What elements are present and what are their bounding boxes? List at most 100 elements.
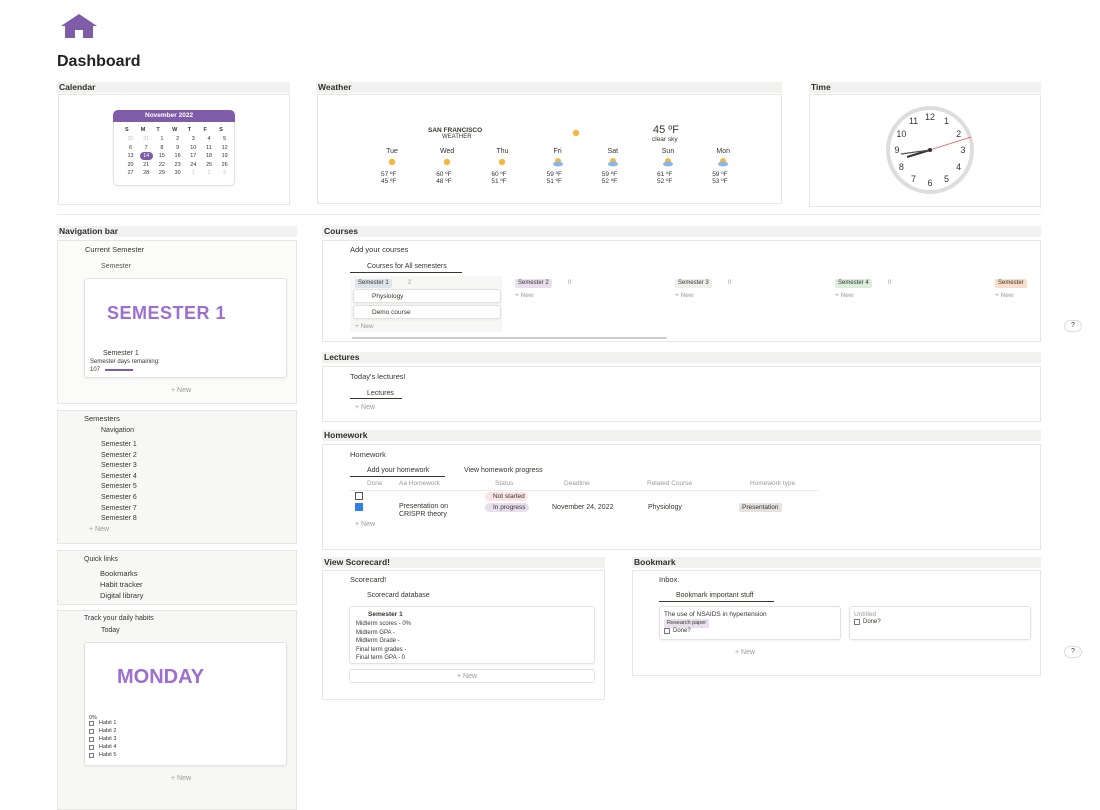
score-line: Midterm Grade - [356, 638, 400, 644]
clock-numeral: 7 [910, 173, 916, 184]
page-title: Dashboard [57, 53, 141, 70]
section-title: Navigation bar [59, 226, 119, 236]
panel [57, 550, 297, 605]
course-card [353, 289, 501, 303]
day: 3 [191, 136, 195, 142]
semester-link[interactable]: Semester 2 [101, 451, 137, 459]
day-name: Sun [661, 148, 675, 155]
column-tag: Semester 3 [675, 279, 712, 288]
bookmark-title[interactable]: Untitled [854, 611, 877, 618]
quick-link[interactable]: Digital library [100, 591, 144, 600]
day: 22 [158, 161, 165, 168]
new-button[interactable]: + New [171, 775, 192, 782]
day: 31 [143, 136, 150, 142]
day: 9 [176, 144, 180, 151]
help-label[interactable]: ? [1071, 322, 1075, 329]
new-button[interactable]: + New [735, 649, 756, 656]
remaining-label: Semester days remaining: [90, 359, 160, 365]
new-button[interactable]: + New [355, 404, 376, 411]
help-button[interactable] [1064, 646, 1082, 658]
clock-numeral: 3 [960, 145, 966, 155]
semester-link[interactable]: Semester 3 [101, 462, 137, 470]
low: 51 ºF [546, 178, 562, 185]
clock-numeral: 6 [927, 178, 933, 188]
progress: 0% [89, 715, 97, 721]
panel [322, 366, 1041, 422]
score-line: Final term GPA - 0 [356, 655, 405, 661]
clock-numeral: 1 [943, 116, 949, 127]
section-title: Calendar [59, 82, 96, 92]
tab-underline [350, 272, 462, 273]
homework-type: Presentation [739, 503, 782, 512]
new-button[interactable]: + New [89, 526, 110, 533]
checkbox [89, 729, 94, 734]
high: 59 ºF [601, 171, 618, 178]
calendar-widget [113, 110, 235, 186]
section-title: Time [811, 82, 831, 92]
weather-icon [499, 158, 506, 166]
banner: MONDAY [117, 666, 205, 688]
new-button[interactable]: + New [457, 673, 478, 680]
status-tag: Not started [485, 492, 528, 501]
new-button[interactable]: + New [515, 292, 534, 299]
card-title: Semester 1 [368, 611, 403, 618]
column-count: 0 [728, 280, 732, 286]
view-tab[interactable]: View homework progress [464, 467, 543, 474]
semester-link[interactable]: Semester 6 [101, 494, 137, 501]
semester-link[interactable]: Semester 8 [101, 515, 137, 523]
weather-icon [443, 158, 451, 166]
weather-icon [663, 158, 673, 167]
weather-icon [388, 158, 396, 166]
new-button[interactable]: + New [835, 292, 854, 299]
high: 61 ºF [657, 171, 673, 178]
day: 27 [127, 170, 134, 177]
day: 18 [205, 153, 213, 160]
new-button[interactable]: + New [995, 292, 1014, 299]
bookmark-title[interactable]: The use of NSAIDS in hypertension [664, 611, 767, 618]
new-button[interactable]: + New [675, 292, 694, 299]
quick-link[interactable]: Bookmarks [100, 569, 138, 578]
course-name[interactable]: Demo course [372, 309, 411, 316]
semester-link[interactable]: Semester 7 [101, 504, 137, 512]
day: 14 [143, 153, 150, 160]
checkbox [89, 737, 94, 742]
day: 26 [221, 161, 228, 168]
semester-link[interactable]: Semester 1 [101, 441, 137, 448]
new-button[interactable]: + New [171, 387, 192, 394]
new-button[interactable]: + New [355, 521, 376, 528]
panel [322, 444, 1041, 550]
help-button[interactable] [1064, 320, 1082, 332]
calendar-header [113, 110, 235, 122]
semester-link[interactable]: Semester 5 [101, 483, 137, 491]
block-title: Homework [350, 450, 386, 459]
view-tab[interactable]: Add your homework [367, 467, 430, 474]
board: Semester 1 2 Physiology Demo course + New Sem… [350, 276, 1041, 336]
quick-link[interactable]: Habit tracker [100, 580, 143, 589]
day: 11 [206, 144, 212, 151]
help-label[interactable]: ? [1071, 648, 1075, 655]
course-name[interactable]: Physiology [372, 293, 404, 300]
view-tab: Bookmark important stuff [676, 592, 754, 599]
bookmark-tag: Research paper [664, 619, 710, 628]
section-header [322, 430, 1041, 441]
new-button[interactable]: + New [355, 323, 374, 330]
semester-link[interactable]: Semester 4 [101, 472, 137, 480]
column-tag: Semester 2 [515, 279, 552, 288]
section-title: Courses [324, 226, 359, 236]
habit: Habit 2 [99, 728, 117, 734]
section-header [316, 82, 782, 93]
homework-name: Presentation on CRISPR theory [399, 503, 449, 518]
column-header: Aa Homework [399, 480, 440, 487]
low: 51 ºF [491, 178, 507, 185]
view-tab: Courses for All semesters [367, 263, 447, 270]
related-course[interactable]: Physiology [648, 504, 682, 511]
block-title: Semesters [84, 414, 120, 423]
checkbox [89, 753, 94, 758]
weekday: W [172, 127, 178, 133]
clock-numeral: 11 [908, 116, 919, 127]
weekday: M [140, 127, 146, 133]
day: 2 [176, 136, 180, 142]
home-icon [61, 14, 97, 38]
clock-numeral: 12 [924, 112, 935, 122]
city: SAN FRANCISCO [428, 127, 483, 134]
